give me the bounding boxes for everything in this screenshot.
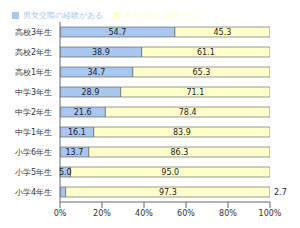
svg-text:5.0: 5.0 — [59, 168, 72, 177]
svg-text:97.3: 97.3 — [159, 188, 177, 197]
svg-text:小学6年生: 小学6年生 — [15, 148, 52, 157]
svg-text:高校2年生: 高校2年生 — [15, 48, 52, 57]
svg-text:小学4年生: 小学4年生 — [15, 188, 52, 197]
svg-text:21.6: 21.6 — [74, 108, 92, 117]
svg-text:65.3: 65.3 — [193, 68, 211, 77]
html-text:男女交際の経験がない: 男女交際の経験がない — [124, 11, 204, 20]
svg-text:100%: 100% — [259, 209, 282, 218]
svg-text:61.1: 61.1 — [197, 48, 215, 57]
svg-text:78.4: 78.4 — [179, 108, 197, 117]
svg-text:中学2年生: 中学2年生 — [15, 108, 52, 117]
svg-text:45.3: 45.3 — [214, 28, 232, 37]
svg-text:71.1: 71.1 — [186, 88, 204, 97]
svg-text:86.3: 86.3 — [170, 148, 188, 157]
svg-text:13.7: 13.7 — [65, 148, 83, 157]
svg-text:中学1年生: 中学1年生 — [15, 128, 52, 137]
svg-text:95.0: 95.0 — [161, 168, 179, 177]
svg-text:20%: 20% — [93, 209, 111, 218]
svg-text:80%: 80% — [219, 209, 237, 218]
svg-text:高校3年生: 高校3年生 — [15, 28, 52, 37]
svg-text:16.1: 16.1 — [68, 128, 86, 137]
svg-text:2.7: 2.7 — [274, 188, 287, 197]
svg-text:54.7: 54.7 — [109, 28, 127, 37]
svg-text:小学5年生: 小学5年生 — [15, 168, 52, 177]
svg-text:60%: 60% — [177, 209, 195, 218]
svg-text:28.9: 28.9 — [81, 88, 99, 97]
svg-text:中学3年生: 中学3年生 — [15, 88, 52, 97]
svg-text:38.9: 38.9 — [92, 48, 110, 57]
html-text:男女交際の経験がある: 男女交際の経験がある — [23, 11, 103, 20]
svg-text:高校1年生: 高校1年生 — [15, 68, 52, 77]
svg-text:34.7: 34.7 — [88, 68, 106, 77]
svg-text:83.9: 83.9 — [173, 128, 191, 137]
svg-text:40%: 40% — [135, 209, 153, 218]
svg-text:0%: 0% — [54, 209, 67, 218]
